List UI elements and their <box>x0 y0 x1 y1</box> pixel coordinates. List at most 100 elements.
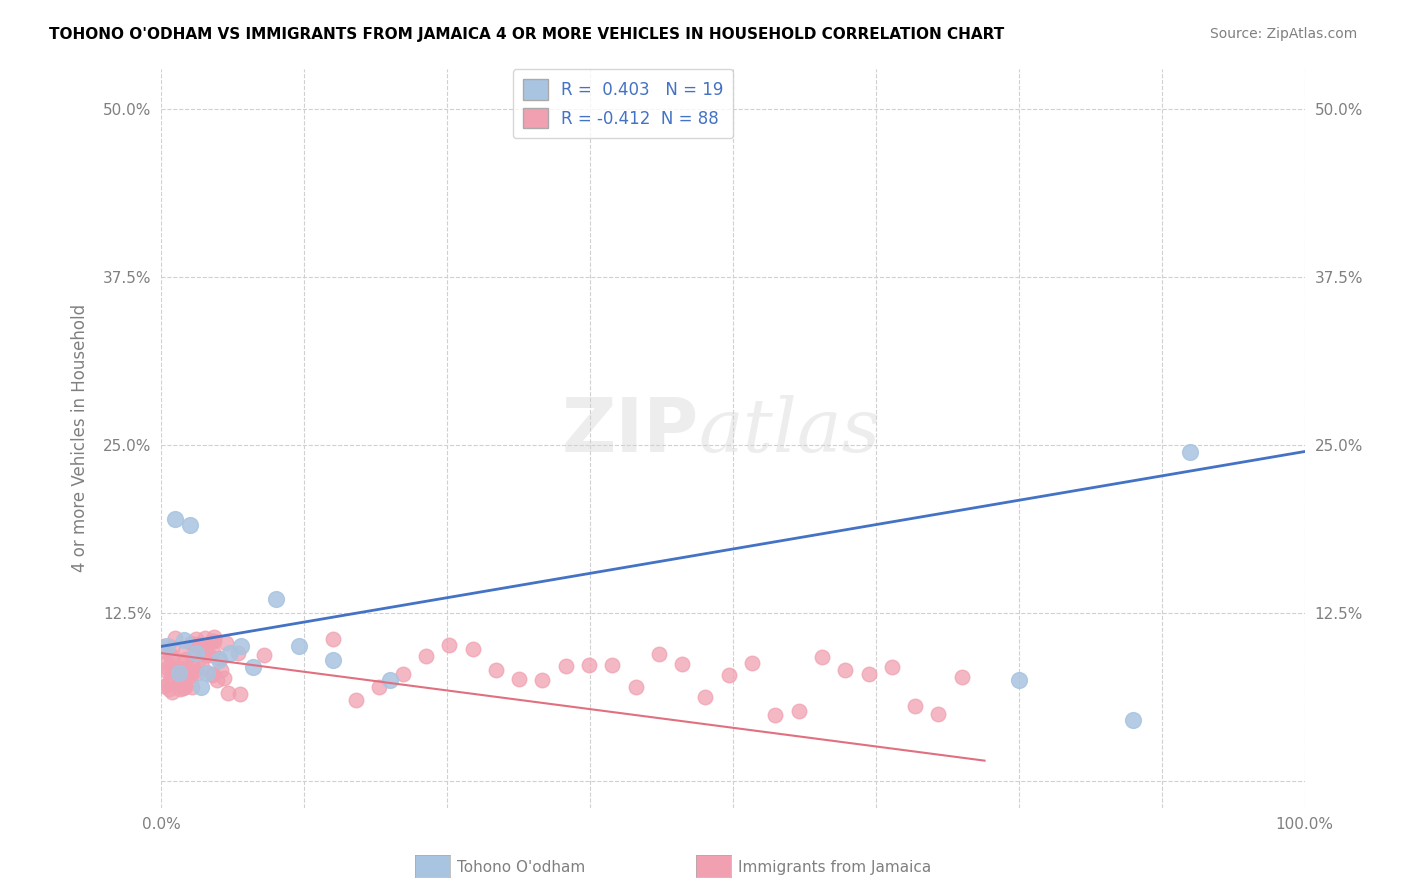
Point <box>927 707 949 722</box>
Point <box>156 661 179 675</box>
Point <box>179 669 201 683</box>
Point <box>201 668 224 682</box>
Text: atlas: atlas <box>699 395 880 467</box>
Point <box>160 663 183 677</box>
Point <box>531 673 554 688</box>
Point <box>184 646 207 660</box>
Point <box>741 656 763 670</box>
Point <box>169 681 191 696</box>
Point <box>264 592 287 607</box>
Point <box>1122 714 1144 728</box>
Point <box>287 640 309 654</box>
Point <box>179 518 201 533</box>
Point <box>180 636 202 650</box>
Point <box>195 666 218 681</box>
Point <box>173 656 195 670</box>
Point <box>156 640 179 654</box>
Point <box>228 687 250 701</box>
Point <box>155 655 177 669</box>
Point <box>176 670 198 684</box>
Point <box>187 654 209 668</box>
Point <box>253 648 276 662</box>
Point <box>202 634 225 648</box>
Point <box>226 646 249 660</box>
Y-axis label: 4 or more Vehicles in Household: 4 or more Vehicles in Household <box>72 304 89 572</box>
Point <box>179 664 201 678</box>
Point <box>201 634 224 648</box>
Point <box>207 653 229 667</box>
Point <box>190 642 212 657</box>
Point <box>198 648 221 663</box>
Point <box>165 512 187 526</box>
Point <box>195 648 218 662</box>
Point <box>184 632 207 647</box>
Point <box>202 644 225 658</box>
Point <box>180 657 202 672</box>
Point <box>1180 444 1202 458</box>
Point <box>190 680 212 694</box>
Point <box>322 653 344 667</box>
Point <box>950 670 973 684</box>
Point <box>378 673 401 687</box>
Point <box>186 666 208 681</box>
Point <box>173 632 195 647</box>
Point <box>166 664 188 678</box>
Point <box>157 681 180 696</box>
Point <box>208 651 231 665</box>
Point <box>554 658 576 673</box>
Text: Immigrants from Jamaica: Immigrants from Jamaica <box>738 861 931 875</box>
Point <box>163 631 186 645</box>
Point <box>181 665 204 679</box>
Point <box>194 631 217 645</box>
Point <box>187 639 209 653</box>
Text: ZIP: ZIP <box>561 395 699 468</box>
Point <box>904 699 927 714</box>
Point <box>1008 673 1031 687</box>
Legend: R =  0.403   N = 19, R = -0.412  N = 88: R = 0.403 N = 19, R = -0.412 N = 88 <box>513 70 734 138</box>
Point <box>172 681 194 695</box>
Point <box>219 646 242 660</box>
Point <box>578 657 600 672</box>
Point <box>173 677 195 691</box>
Point <box>202 630 225 644</box>
Point <box>322 632 344 647</box>
Point <box>695 690 717 704</box>
Point <box>159 671 181 685</box>
Point <box>671 657 693 671</box>
Point <box>508 672 530 686</box>
Point <box>763 707 786 722</box>
Point <box>368 680 391 694</box>
Point <box>201 667 224 681</box>
Point <box>209 664 232 678</box>
Point <box>162 648 184 663</box>
Point <box>787 704 810 718</box>
Point <box>717 668 740 682</box>
Point <box>169 675 191 690</box>
Point <box>186 637 208 651</box>
Point <box>156 664 179 678</box>
Point <box>174 643 197 657</box>
Text: Source: ZipAtlas.com: Source: ZipAtlas.com <box>1209 27 1357 41</box>
Point <box>207 673 229 687</box>
Point <box>391 667 413 681</box>
Point <box>415 649 437 664</box>
Point <box>231 640 253 654</box>
Point <box>217 686 239 700</box>
Point <box>648 647 671 661</box>
Point <box>160 640 183 654</box>
Point <box>834 663 856 677</box>
Point <box>880 660 903 674</box>
Point <box>167 661 190 675</box>
Point <box>184 638 207 652</box>
Point <box>602 657 624 672</box>
Point <box>157 676 180 690</box>
Point <box>167 666 190 681</box>
Point <box>174 680 197 694</box>
Point <box>344 692 367 706</box>
Point <box>181 680 204 694</box>
Point <box>242 659 264 673</box>
Point <box>858 666 880 681</box>
Point <box>212 672 235 686</box>
Text: Tohono O'odham: Tohono O'odham <box>457 861 585 875</box>
Text: TOHONO O'ODHAM VS IMMIGRANTS FROM JAMAICA 4 OR MORE VEHICLES IN HOUSEHOLD CORREL: TOHONO O'ODHAM VS IMMIGRANTS FROM JAMAIC… <box>49 27 1004 42</box>
